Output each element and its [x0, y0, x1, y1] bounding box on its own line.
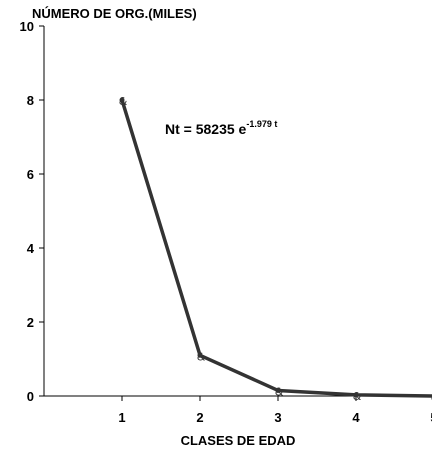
- y-tick-label: 6: [27, 167, 34, 182]
- data-point: [119, 97, 125, 103]
- y-ticks: 0 2 4 6 8 10: [20, 19, 44, 404]
- data-point-marker: &: [197, 350, 206, 363]
- series-line: [120, 99, 432, 398]
- x-axis-title: CLASES DE EDAD: [181, 433, 296, 448]
- x-tick-label: 5: [430, 410, 432, 425]
- data-point-marker: &: [431, 391, 432, 404]
- x-tick-label: 1: [118, 410, 125, 425]
- equation-base: Nt = 58235 e: [165, 121, 247, 137]
- y-tick-label: 0: [27, 389, 34, 404]
- data-point-marker: &: [275, 385, 284, 398]
- equation-annotation: Nt = 58235 e-1.979 t: [165, 119, 277, 137]
- y-tick-label: 4: [27, 241, 35, 256]
- x-tick-label: 4: [352, 410, 360, 425]
- y-tick-label: 8: [27, 93, 34, 108]
- data-point: [353, 392, 359, 398]
- x-tick-label: 2: [196, 410, 203, 425]
- x-tick-label: 3: [274, 410, 281, 425]
- data-point-marker: &: [119, 95, 128, 108]
- x-ticks: 1 2 3 4 5: [118, 396, 432, 425]
- data-point: [197, 352, 203, 358]
- chart-title: NÚMERO DE ORG.(MILES): [32, 6, 197, 21]
- y-tick-label: 2: [27, 315, 34, 330]
- y-tick-label: 10: [20, 19, 34, 34]
- data-point: [275, 387, 281, 393]
- equation-exponent: -1.979 t: [246, 119, 277, 129]
- data-point-marker: &: [353, 390, 362, 403]
- series-layer: & & & & &: [119, 95, 432, 404]
